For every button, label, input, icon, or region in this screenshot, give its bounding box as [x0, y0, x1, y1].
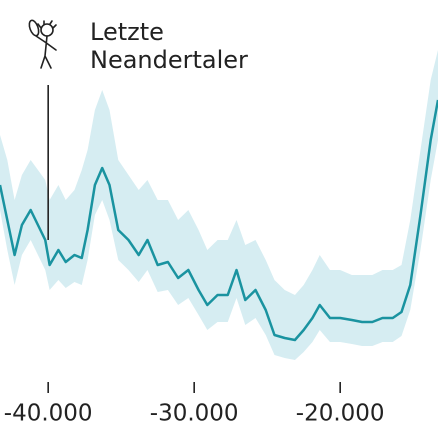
line	[0, 99, 438, 342]
x-tick-label: -40.000	[4, 401, 93, 427]
caveman-icon	[28, 19, 57, 69]
x-tick-label: -20.000	[296, 401, 385, 427]
x-tick-label: -30.000	[150, 401, 239, 427]
annotation-line-1: Letzte	[90, 18, 164, 46]
annotation-line-2: Neandertaler	[90, 46, 248, 74]
confidence-band	[0, 50, 438, 360]
